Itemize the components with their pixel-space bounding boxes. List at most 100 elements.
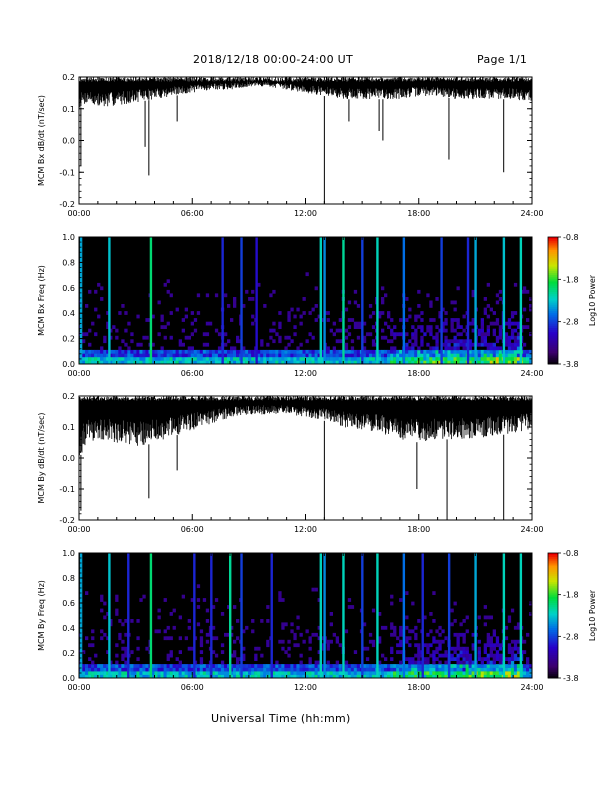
spectrogram-cell [166, 657, 170, 661]
spectrogram-cell [350, 356, 355, 361]
spectrogram-cell [305, 667, 309, 672]
spectrogram-cell [97, 664, 101, 668]
spectrogram-cell [290, 664, 294, 668]
spectrogram-cell [450, 671, 454, 675]
spectrogram-cell [507, 353, 512, 358]
spectrogram-cell [296, 625, 300, 630]
spectrogram-cell [314, 660, 318, 665]
spectrogram-cell [109, 660, 113, 665]
spectrogram-cell [411, 671, 415, 675]
spectrogram-cell [347, 664, 352, 668]
spectrogram-cell [187, 360, 191, 365]
spectrogram-cell [477, 342, 481, 347]
spectrogram-cell [350, 339, 355, 344]
spectrogram-cell [124, 650, 128, 654]
spectrogram-cell [196, 671, 201, 675]
spectrogram-cell [441, 674, 445, 679]
spectrogram-cell [516, 625, 521, 630]
spectrogram-cell [495, 636, 500, 641]
y-tick-label: 0.4 [62, 624, 75, 633]
colorbar-segment [548, 311, 558, 314]
spectrogram-cell [112, 674, 116, 679]
spectrogram-cell [338, 664, 342, 668]
spectrogram-cell [163, 667, 167, 672]
spectrogram-cell [118, 349, 122, 354]
spectrogram-cell [308, 646, 312, 651]
spectrogram-cell [88, 342, 92, 347]
spectrogram-cell [450, 339, 454, 344]
spectrogram-cell [393, 674, 397, 679]
spectrogram-cell [205, 321, 210, 326]
spectrogram-cell [205, 349, 210, 354]
spectrogram-band [361, 237, 364, 364]
spectrogram-cell [311, 671, 315, 675]
spectrogram-cell [91, 664, 95, 668]
spectrogram-cell [136, 342, 140, 347]
spectrogram-cell [444, 360, 448, 365]
spectrogram-cell [199, 353, 204, 358]
spectrogram-cell [444, 356, 448, 361]
spectrogram-cell [230, 360, 234, 365]
spectrogram-cell [471, 349, 475, 354]
spectrogram-cell [498, 653, 503, 658]
colorbar-segment [548, 571, 558, 575]
spectrogram-cell [483, 605, 487, 609]
spectrogram-cell [320, 671, 324, 675]
spectrogram-cell [233, 297, 237, 301]
spectrogram-cell [254, 664, 258, 668]
spectrogram-cell [287, 314, 291, 319]
spectrogram-cell [214, 653, 219, 658]
spectrogram-cell [417, 346, 421, 351]
spectrogram-cell [507, 664, 512, 668]
spectrogram-cell [477, 639, 481, 644]
spectrogram-cell [266, 667, 270, 672]
spectrogram-cell [408, 339, 412, 344]
spectrogram-cell [516, 646, 521, 651]
spectrogram-cell [178, 342, 182, 347]
colorbar-segment [548, 287, 558, 291]
spectrogram-cell [344, 335, 349, 340]
y-tick-label: 0.8 [62, 574, 75, 583]
spectrogram-cell [314, 664, 318, 668]
spectrogram-cell [284, 667, 288, 672]
colorbar-segment [548, 596, 558, 600]
spectrogram-cell [178, 667, 182, 672]
spectrogram-cell [420, 353, 424, 358]
spectrogram-cell [399, 353, 403, 358]
spectrogram-cell [94, 664, 98, 668]
spectrogram-cell [513, 349, 518, 354]
spectrogram-cell [441, 353, 445, 358]
x-tick-label: 18:00 [407, 683, 430, 692]
spectrogram-cell [438, 671, 442, 675]
spectrogram-cell [184, 664, 188, 668]
spectrogram-cell [272, 339, 276, 344]
spectrogram-cell [504, 342, 509, 347]
spectrogram-cell [230, 653, 234, 658]
spectrogram-cell [196, 293, 201, 298]
spectrogram-cell [356, 671, 361, 675]
spectrogram-cell [172, 349, 176, 354]
spectrogram-cell [260, 360, 264, 365]
spectrogram-cell [344, 349, 349, 354]
spectrogram-cell [405, 639, 409, 644]
spectrogram-cell [284, 671, 288, 675]
spectrogram-cell [486, 360, 490, 365]
spectrogram-cell [529, 612, 533, 616]
spectrogram-cell [489, 653, 493, 658]
spectrogram-cell [181, 667, 185, 672]
colorbar-segment [548, 663, 558, 666]
colorbar-segment [548, 334, 558, 337]
spectrogram-cell [462, 632, 466, 637]
spectrogram-cell [130, 360, 134, 365]
spectrogram-cell [284, 356, 288, 361]
spectrogram-cell [118, 667, 122, 672]
spectrogram-cell [124, 360, 128, 365]
spectrogram-cell [387, 674, 391, 679]
spectrogram-cell [368, 356, 373, 361]
spectrogram-cell [495, 674, 500, 679]
spectrogram-band [519, 553, 523, 678]
spectrogram-cell [459, 674, 463, 679]
spectrogram-cell [516, 664, 521, 668]
spectrogram-cell [486, 639, 490, 644]
